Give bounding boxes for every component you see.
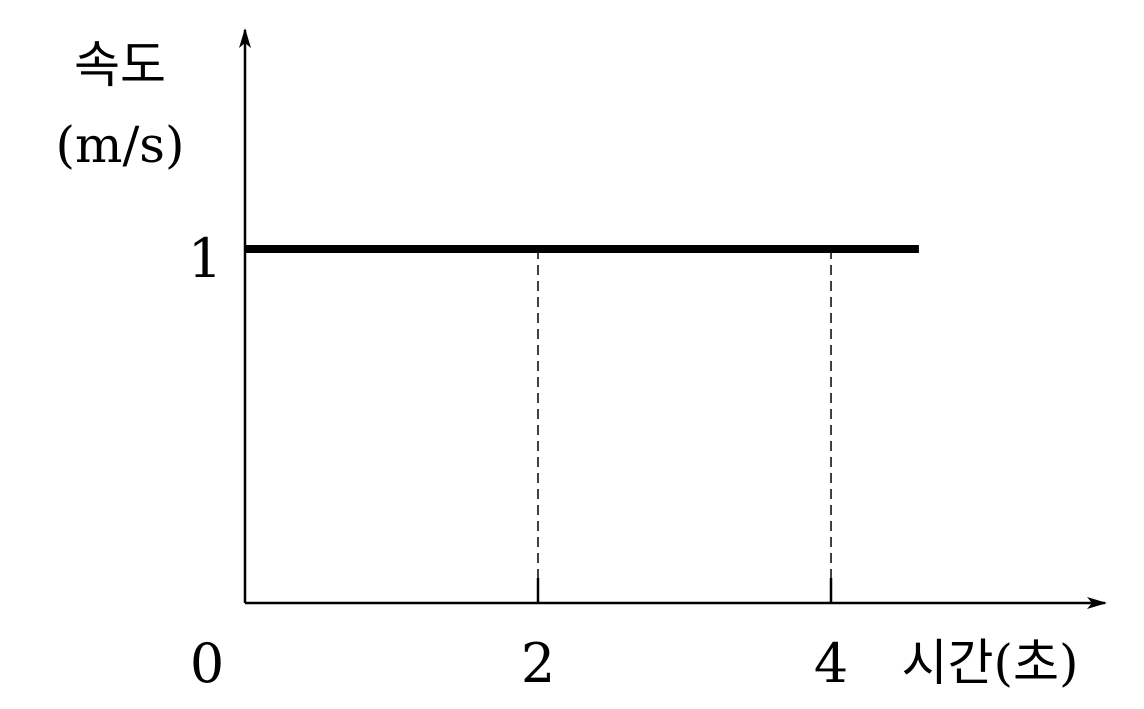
- y-axis-label-line1: 속도: [74, 36, 166, 94]
- y-axis-label-line2: (m/s): [56, 116, 185, 174]
- origin-label: 0: [190, 632, 224, 695]
- y-tick-label: 1: [188, 227, 222, 290]
- x-tick-label: 2: [521, 632, 555, 695]
- x-tick-label: 4: [814, 632, 848, 695]
- x-axis-label: 시간(초): [901, 634, 1078, 692]
